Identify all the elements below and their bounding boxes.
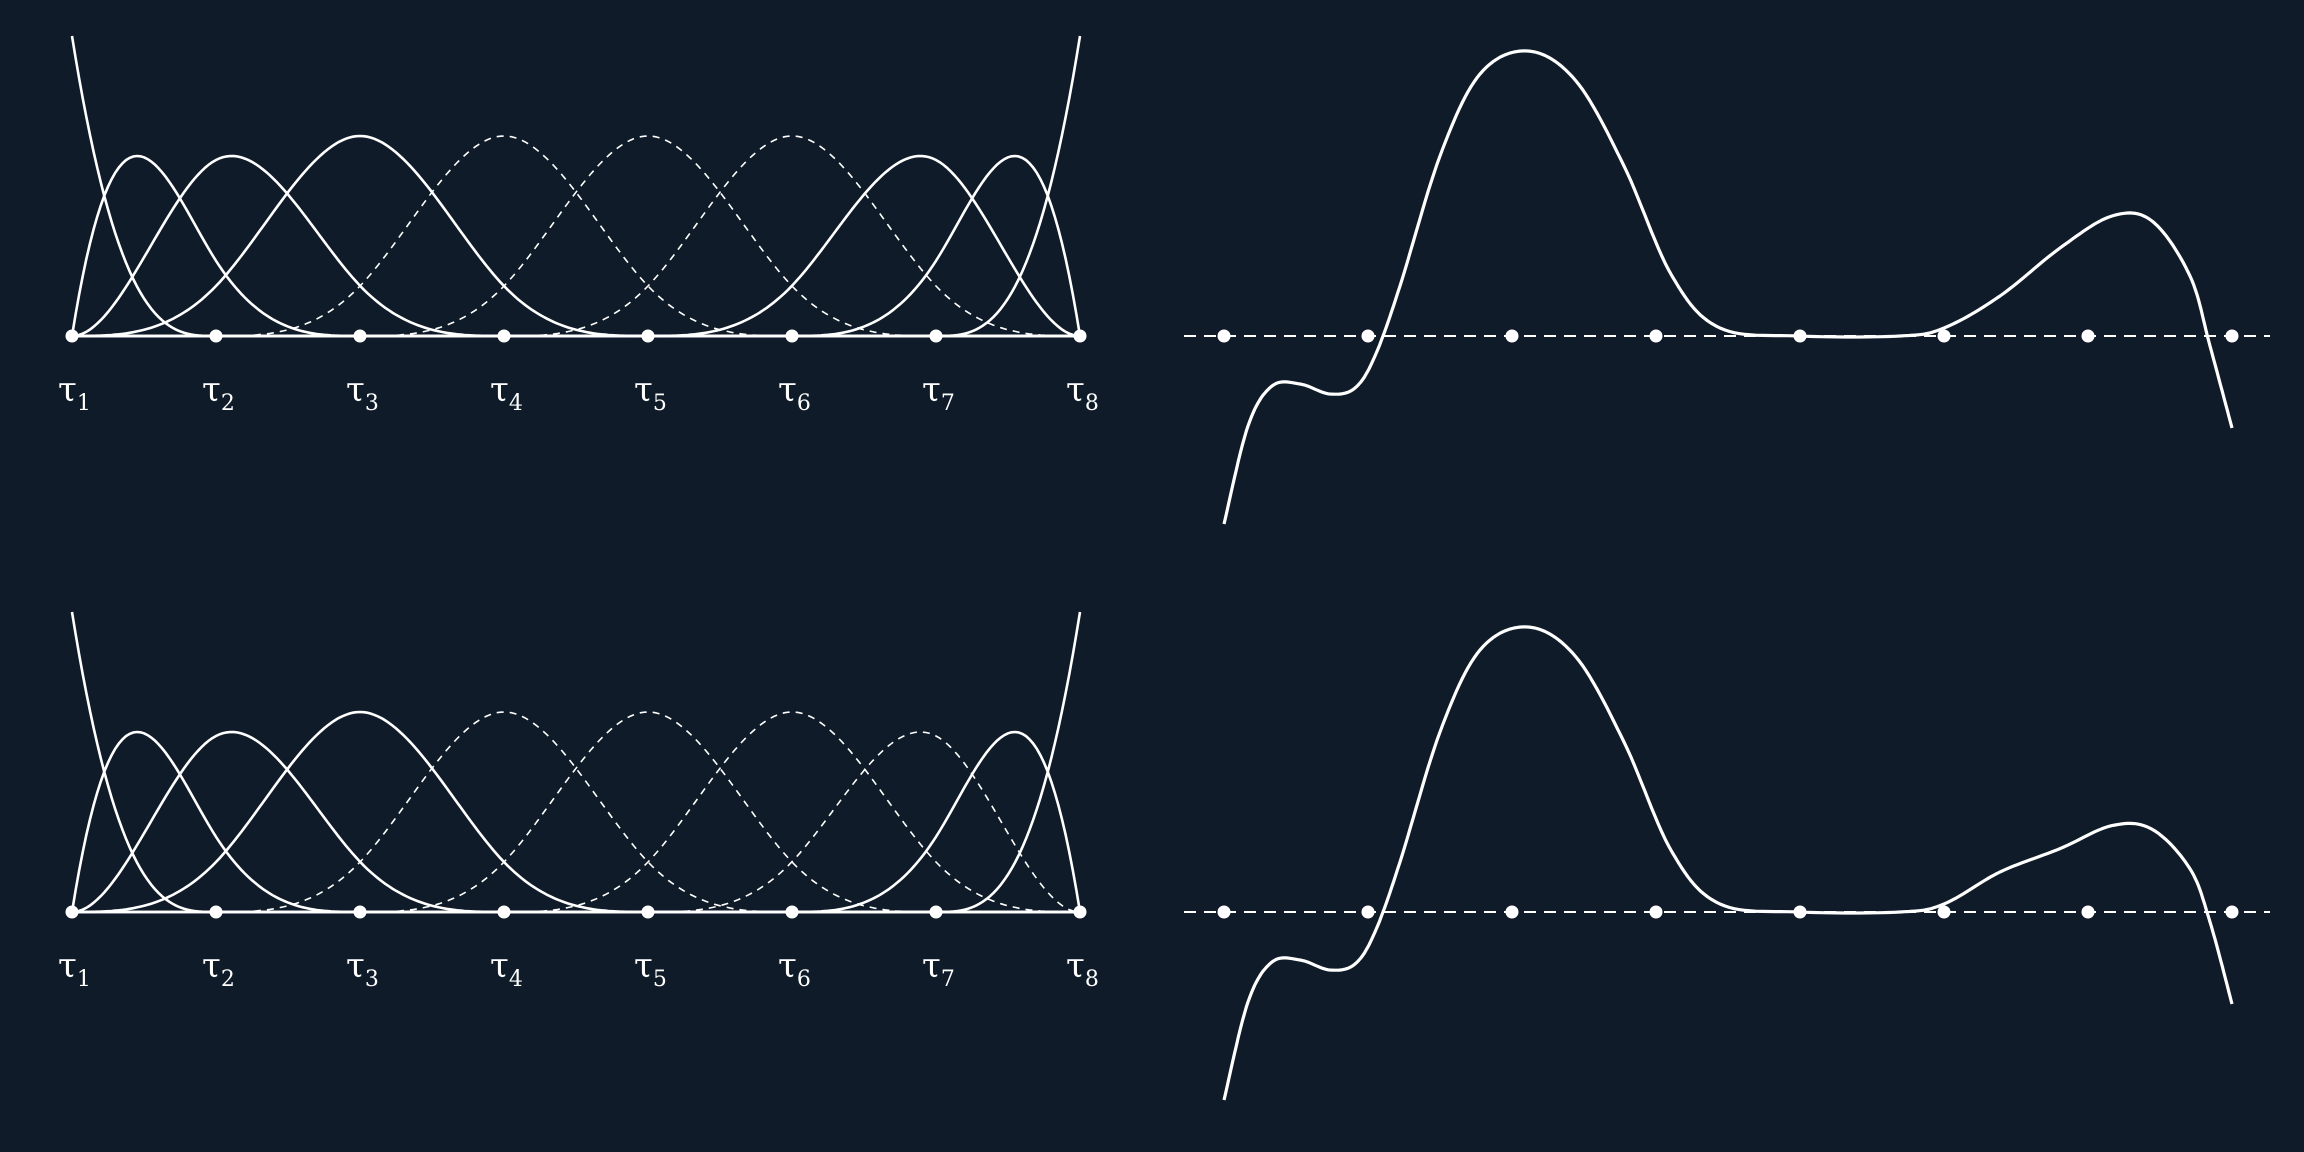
- knot-marker: [497, 905, 511, 919]
- knot-label: τ4: [490, 946, 523, 992]
- knot-label: τ2: [202, 946, 235, 992]
- knot-marker: [1505, 905, 1519, 919]
- knot-label: τ7: [922, 946, 955, 992]
- knot-marker: [929, 905, 943, 919]
- knot-marker: [1073, 905, 1087, 919]
- knot-label: τ5: [634, 370, 667, 416]
- knot-marker: [785, 905, 799, 919]
- spline-curve: [1222, 625, 2234, 1101]
- knot-label: τ5: [634, 946, 667, 992]
- knot-marker: [1937, 329, 1951, 343]
- knot-label: τ3: [346, 370, 379, 416]
- knot-marker: [2081, 905, 2095, 919]
- knot-marker: [1361, 905, 1375, 919]
- knot-marker: [1505, 329, 1519, 343]
- knot-marker: [1217, 905, 1231, 919]
- knot-marker: [2225, 329, 2239, 343]
- knot-marker: [65, 329, 79, 343]
- knot-marker: [65, 905, 79, 919]
- basis-function-8: [72, 731, 1081, 913]
- knot-marker: [1361, 329, 1375, 343]
- knot-marker: [1937, 905, 1951, 919]
- knot-label: τ8: [1066, 946, 1099, 992]
- knot-label: τ6: [778, 946, 811, 992]
- bottom-spline-panel: [1184, 625, 2270, 1101]
- knot-label: τ2: [202, 370, 235, 416]
- knot-marker: [641, 905, 655, 919]
- knot-label: τ6: [778, 370, 811, 416]
- knot-marker: [497, 329, 511, 343]
- knot-marker: [353, 905, 367, 919]
- knot-label: τ1: [58, 370, 91, 416]
- basis-function-7: [72, 711, 1080, 913]
- knot-label: τ7: [922, 370, 955, 416]
- knot-marker: [785, 329, 799, 343]
- knot-marker: [929, 329, 943, 343]
- bottom-basis-panel: τ1 τ2 τ3 τ4 τ5 τ6 τ7 τ8: [58, 611, 1099, 992]
- knot-marker: [2225, 905, 2239, 919]
- top-basis-panel: τ1 τ2 τ3 τ4 τ5 τ6 τ7 τ8: [58, 35, 1099, 416]
- spline-curve: [1222, 49, 2234, 525]
- knot-marker: [2081, 329, 2095, 343]
- top-spline-panel: [1184, 49, 2270, 525]
- knot-marker: [1649, 329, 1663, 343]
- knot-label: τ4: [490, 370, 523, 416]
- knot-marker: [353, 329, 367, 343]
- knot-marker: [641, 329, 655, 343]
- basis-function-7: [72, 135, 1080, 337]
- knot-marker: [1073, 329, 1087, 343]
- knot-marker: [1649, 905, 1663, 919]
- knot-marker: [1217, 329, 1231, 343]
- knot-label: τ3: [346, 946, 379, 992]
- knot-label: τ1: [58, 946, 91, 992]
- knot-label: τ8: [1066, 370, 1099, 416]
- knot-marker: [209, 905, 223, 919]
- knot-marker: [209, 329, 223, 343]
- knot-marker: [1793, 329, 1807, 343]
- knot-marker: [1793, 905, 1807, 919]
